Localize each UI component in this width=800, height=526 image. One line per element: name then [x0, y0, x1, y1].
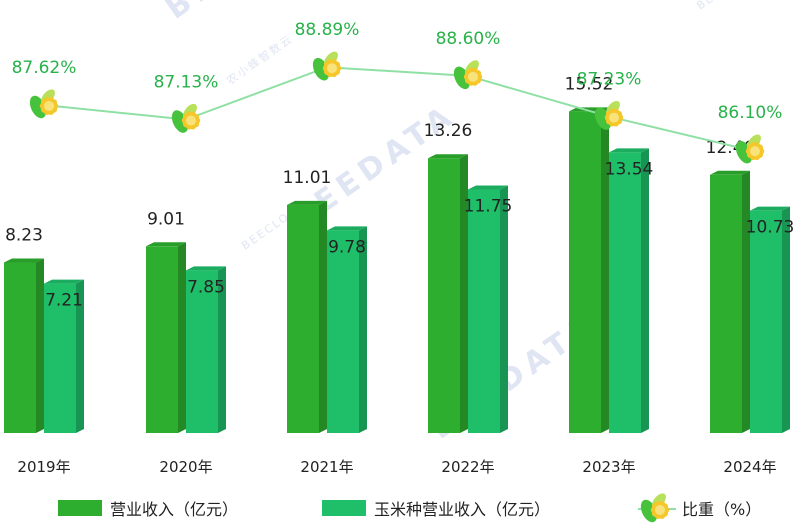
x-tick-label: 2021年: [300, 458, 353, 476]
legend-swatch: [58, 500, 102, 516]
bar-revenue: [146, 242, 186, 433]
bar-value-label-corn: 11.75: [464, 197, 513, 217]
ratio-line: [43, 66, 751, 152]
bar-value-label-corn: 10.73: [746, 218, 795, 238]
legend-item-corn-revenue: 玉米种营业收入（亿元）: [322, 500, 550, 519]
bar-corn-revenue: [327, 226, 367, 433]
bar-corn-revenue: [186, 266, 226, 433]
x-tick-label: 2023年: [582, 458, 635, 476]
watermark-text: BEECLOUD: [694, 0, 764, 12]
legend-label: 比重（%）: [682, 500, 761, 519]
legend-item-ratio: 比重（%）: [638, 493, 761, 523]
watermark-text: 农小蜂智数云: [224, 31, 296, 87]
x-tick-label: 2019年: [17, 458, 70, 476]
legend: 营业收入（亿元） 玉米种营业收入（亿元） 比重（%）: [58, 493, 761, 523]
ratio-point-icon: [735, 134, 765, 164]
ratio-value-label: 87.62%: [12, 58, 77, 78]
ratio-value-label: 87.23%: [577, 70, 642, 90]
ratio-value-label: 86.10%: [718, 103, 783, 123]
bar-revenue: [710, 170, 750, 433]
bar-value-label-corn: 9.78: [328, 237, 366, 257]
x-axis: 2019年 2020年 2021年 2022年 2023年 2024年: [17, 458, 776, 476]
bar-value-label-revenue: 9.01: [147, 209, 185, 229]
bar-revenue: [569, 107, 609, 433]
bars-layer: 8.23 7.21 9.01 7.85 11.01 9.78 13.26 11.75 15.52…: [4, 74, 794, 433]
line-layer: 87.62% 87.13% 88.89% 88.60% 87.23% 86.10%: [12, 20, 783, 164]
bar-revenue: [428, 154, 468, 433]
legend-label: 玉米种营业收入（亿元）: [374, 500, 550, 519]
bar-value-label-corn: 7.85: [187, 277, 225, 297]
bar-value-label-corn: 7.21: [45, 291, 83, 311]
bar-corn-revenue: [609, 148, 649, 433]
bar-corn-revenue: [750, 206, 790, 433]
bar-corn-revenue: [44, 279, 84, 433]
x-tick-label: 2022年: [441, 458, 494, 476]
ratio-value-label: 87.13%: [154, 73, 219, 93]
ratio-value-label: 88.60%: [436, 29, 501, 49]
ratio-point-icon: [29, 89, 59, 119]
corn-icon: [640, 493, 670, 523]
x-tick-label: 2024年: [723, 458, 776, 476]
ratio-point-icon: [594, 100, 624, 130]
bar-value-label-revenue: 15.52: [565, 74, 614, 94]
legend-label: 营业收入（亿元）: [110, 500, 238, 519]
bar-value-label-revenue: 8.23: [5, 225, 43, 245]
x-tick-label: 2020年: [159, 458, 212, 476]
watermark-text: BEE: [160, 0, 247, 27]
ratio-point-icon: [453, 60, 483, 90]
bar-revenue: [4, 258, 44, 433]
ratio-point-icon: [171, 103, 201, 133]
ratio-value-label: 88.89%: [295, 20, 360, 40]
ratio-point-icon: [312, 51, 342, 81]
bar-corn-revenue: [468, 185, 508, 433]
bar-value-label-revenue: 11.01: [283, 168, 332, 188]
bar-value-label-revenue: 13.26: [424, 121, 473, 141]
bar-revenue: [287, 200, 327, 433]
legend-swatch: [322, 500, 366, 516]
bar-value-label-corn: 13.54: [605, 159, 654, 179]
legend-item-revenue: 营业收入（亿元）: [58, 500, 238, 519]
